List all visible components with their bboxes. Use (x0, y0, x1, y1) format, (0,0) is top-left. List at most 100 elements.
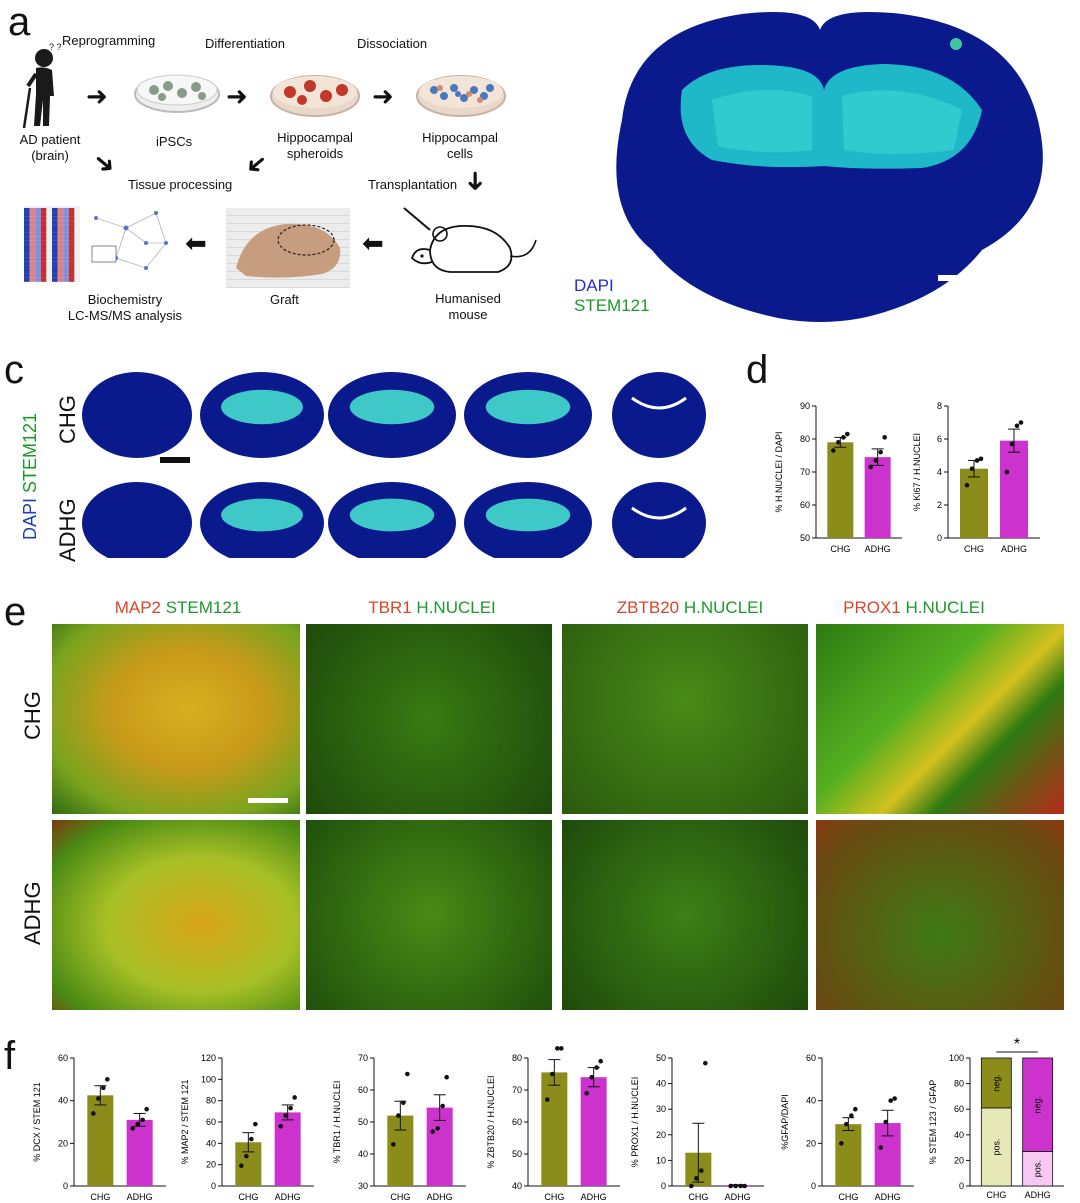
data-point (391, 1142, 396, 1147)
heatmap-cell (68, 265, 75, 270)
heatmap-cell (57, 228, 64, 233)
bar-segment-pos (1022, 1151, 1054, 1187)
heatmap-cell (24, 265, 30, 270)
data-point (868, 464, 873, 470)
x-tick-label: CHG (238, 1192, 258, 1202)
y-tick-label: 100 (949, 1053, 964, 1063)
data-point (140, 1117, 145, 1123)
heatmap-cell (24, 257, 30, 262)
micrograph-tile (562, 820, 808, 1010)
data-point (738, 1183, 743, 1189)
heatmap-cell (68, 220, 75, 225)
x-tick-label: ADHG (1025, 1190, 1051, 1200)
y-tick-label: 40 (806, 1096, 816, 1106)
heatmap-cell (35, 244, 41, 249)
brain-section-image (562, 0, 1078, 328)
data-point (1014, 423, 1020, 429)
heatmap-cell (68, 228, 75, 233)
chart-f2: 0 20 40 60 80 100 120 % MAP2 / STEM 121 CHG ADHG (180, 1053, 314, 1202)
y-tick-label: 90 (800, 401, 810, 411)
heatmap-cell (29, 269, 36, 274)
y-axis-label: % TBR1 / H.NUCLEI (332, 1081, 342, 1164)
y-axis-label: %GFAP/DAPI (780, 1094, 790, 1150)
heatmap-cell (24, 253, 30, 258)
heatmap-cell (35, 228, 41, 233)
y-tick-label: 40 (954, 1130, 964, 1140)
y-axis-label: % DCX / STEM 121 (32, 1082, 42, 1162)
heatmap-cell (40, 269, 47, 274)
brain-section (464, 482, 592, 564)
y-tick-label: 50 (800, 533, 810, 543)
panel-e-header: TBR1 H.NUCLEI (352, 598, 512, 618)
arrow-right-icon: ➜ (86, 81, 108, 111)
heatmap-cell (35, 208, 41, 213)
panel-e-header: ZBTB20 H.NUCLEI (610, 598, 770, 618)
panel-label-f: f (4, 1034, 16, 1078)
heatmap-cell (29, 224, 36, 229)
heatmap-cell (63, 208, 69, 213)
heatmap-cell (40, 240, 47, 245)
label-dissociation: Dissociation (357, 36, 428, 51)
label-transplantation: Transplantation (368, 177, 458, 192)
heatmap-cell (40, 236, 47, 241)
data-point (545, 1097, 550, 1102)
heatmap-cell (40, 208, 47, 213)
x-tick-label: CHG (830, 544, 850, 554)
data-point (283, 1113, 288, 1118)
heatmap-cell (57, 261, 64, 266)
heatmap-cell (24, 236, 30, 241)
heatmap-cell (40, 244, 47, 249)
data-point (878, 449, 883, 455)
heatmap-cell (74, 228, 80, 233)
heatmap-cell (46, 277, 52, 282)
label-ipscs: iPSCs (156, 134, 193, 149)
panel-e-row-adhg: ADHG (20, 881, 45, 945)
heatmap-cell (29, 257, 36, 262)
y-tick-label: 30 (358, 1181, 368, 1191)
brain-section (328, 372, 456, 458)
panel-e-header: PROX1 H.NUCLEI (834, 598, 994, 618)
data-point (844, 1121, 849, 1127)
micrograph-tile (816, 820, 1064, 1010)
y-tick-label: 60 (806, 1053, 816, 1063)
heatmap-cell (74, 269, 80, 274)
heatmap-cell (57, 253, 64, 258)
heatmap-cell (29, 277, 36, 282)
heatmap-cell (68, 224, 75, 229)
segment-label: pos. (1033, 1160, 1043, 1177)
x-tick-label: CHG (964, 544, 984, 554)
heatmap-cell (68, 273, 75, 278)
y-tick-label: 20 (206, 1160, 216, 1170)
heatmap-cell (40, 261, 47, 266)
data-point (703, 1060, 708, 1066)
heatmap-cell (35, 253, 41, 258)
micrograph-tile (52, 820, 300, 1010)
heatmap-cell (63, 212, 69, 217)
x-tick-label: ADHG (427, 1192, 453, 1202)
heatmap-cell (24, 224, 30, 229)
data-point (96, 1096, 101, 1101)
heatmap-cell (24, 273, 30, 278)
brain-section (82, 482, 192, 564)
panel-b-dapi-label: DAPI (574, 276, 614, 295)
heatmap-cell (74, 253, 80, 258)
label-differentiation: Differentiation (205, 36, 285, 51)
petri-dish-ipscs (134, 74, 220, 113)
heatmap-cell (68, 208, 75, 213)
y-tick-label: 20 (58, 1138, 68, 1148)
heatmap-cell (52, 208, 58, 213)
heatmap-cell (40, 257, 47, 262)
heatmap-cell (63, 253, 69, 258)
heatmap-cell (46, 216, 52, 221)
heatmap-cell (46, 220, 52, 225)
y-tick-label: 80 (954, 1079, 964, 1089)
data-point (878, 1145, 883, 1150)
data-point (699, 1168, 704, 1173)
micrograph-tile (306, 624, 552, 814)
data-point (694, 1176, 699, 1181)
marker-label-red: TBR1 (368, 598, 412, 617)
heatmap-cell (63, 232, 69, 237)
network-thumbnail (91, 211, 168, 270)
heatmap-cell (29, 265, 36, 270)
data-point (964, 482, 970, 488)
